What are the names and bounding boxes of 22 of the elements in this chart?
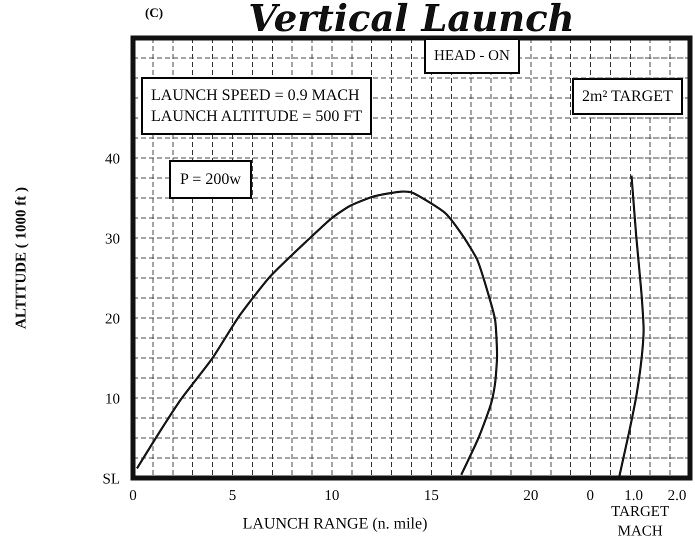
x-tick-label: 10 <box>324 488 340 504</box>
x2-tick-label: 2.0 <box>668 488 686 504</box>
y-tick-label: 40 <box>105 151 120 168</box>
text: (C) <box>145 5 164 20</box>
y-tick-label: 20 <box>105 311 120 328</box>
x2-axis-title: TARGET MACH <box>611 504 670 540</box>
annotation: 2m² TARGET <box>582 88 673 105</box>
annotation: LAUNCH SPEED = 0.9 MACH LAUNCH ALTITUDE = 500 FT <box>151 87 362 125</box>
x-axis-title: LAUNCH RANGE (n. mile) <box>242 516 428 533</box>
y-tick-label: SL <box>102 471 120 488</box>
y-tick-label: 10 <box>105 391 120 408</box>
line-series <box>136 190 498 476</box>
x-tick-label: 5 <box>228 488 236 504</box>
x-tick-label: 20 <box>523 488 538 504</box>
y-axis-title: ALTITUDE ( 1000 ft ) <box>14 187 30 329</box>
x-tick-label: 15 <box>424 488 439 504</box>
annotation: HEAD - ON <box>434 48 510 64</box>
y-tick-label: 30 <box>105 231 120 248</box>
annotation: P = 200w <box>180 171 242 188</box>
x2-tick-label: 1.0 <box>624 488 644 504</box>
chart-title: Vertical Launch <box>248 0 575 40</box>
x-tick-label: 0 <box>129 488 137 504</box>
